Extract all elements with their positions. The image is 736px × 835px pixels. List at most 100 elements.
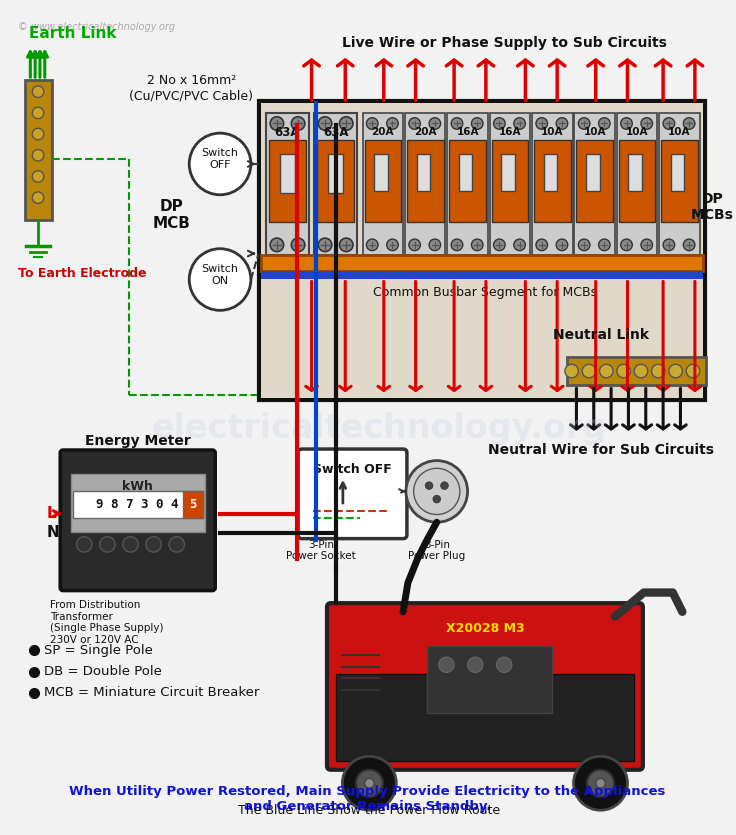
Bar [575, 113, 615, 256]
Bar [629, 154, 642, 191]
Circle shape [291, 117, 305, 130]
Circle shape [367, 239, 378, 250]
Circle shape [573, 757, 628, 810]
Circle shape [386, 118, 398, 129]
Text: The Blue Line Show the Power Flow Route: The Blue Line Show the Power Flow Route [234, 804, 500, 817]
Circle shape [494, 118, 505, 129]
Text: 5: 5 [189, 498, 197, 511]
Bar [489, 113, 530, 256]
Bar [280, 154, 295, 193]
Circle shape [318, 117, 332, 130]
Text: When Utility Power Restored, Main Supply Provide Electricity to the Appliances
a: When Utility Power Restored, Main Supply… [69, 785, 665, 813]
Circle shape [598, 239, 610, 250]
Bar [417, 154, 430, 191]
Bar [407, 140, 444, 222]
Circle shape [123, 537, 138, 552]
Circle shape [565, 364, 578, 377]
Circle shape [189, 133, 251, 195]
Text: Common Busbar Segment for MCBs: Common Busbar Segment for MCBs [373, 286, 597, 299]
Circle shape [497, 657, 512, 672]
Text: Neutral Wire for Sub Circuits: Neutral Wire for Sub Circuits [487, 443, 713, 458]
Circle shape [342, 757, 396, 810]
Bar [374, 154, 388, 191]
Circle shape [406, 461, 467, 522]
Text: electricaltechnology.org: electricaltechnology.org [152, 412, 606, 445]
Circle shape [146, 537, 161, 552]
Bar [576, 140, 613, 222]
Text: Energy Meter: Energy Meter [85, 434, 191, 448]
Bar [336, 675, 634, 761]
Circle shape [425, 482, 433, 489]
Text: 10A: 10A [584, 127, 606, 137]
Bar [73, 492, 202, 519]
Circle shape [494, 239, 505, 250]
Text: X20028 M3: X20028 M3 [445, 622, 524, 635]
Circle shape [669, 364, 682, 377]
Circle shape [270, 117, 283, 130]
Circle shape [595, 778, 605, 788]
Circle shape [620, 239, 632, 250]
Bar [314, 113, 357, 256]
Bar [617, 113, 657, 256]
Circle shape [472, 239, 483, 250]
Text: Live Wire or Phase Supply to Sub Circuits: Live Wire or Phase Supply to Sub Circuit… [342, 36, 667, 50]
Circle shape [364, 778, 374, 788]
Circle shape [339, 117, 353, 130]
Text: 3-Pin
Power Plug: 3-Pin Power Plug [408, 539, 465, 561]
Circle shape [641, 239, 653, 250]
Bar [532, 113, 573, 256]
Text: Switch OFF: Switch OFF [313, 463, 392, 475]
Text: Earth Link: Earth Link [29, 27, 117, 42]
Bar [258, 101, 704, 400]
Bar [317, 140, 354, 222]
Text: From Distribution
Transformer
(Single Phase Supply)
230V or 120V AC: From Distribution Transformer (Single Ph… [49, 600, 163, 645]
Circle shape [32, 107, 44, 119]
Text: Switch
ON: Switch ON [202, 264, 238, 286]
Circle shape [433, 495, 441, 503]
Circle shape [578, 118, 590, 129]
Text: 9 8 7 3 0 4: 9 8 7 3 0 4 [96, 498, 179, 511]
Circle shape [472, 118, 483, 129]
Circle shape [663, 118, 675, 129]
Circle shape [451, 118, 463, 129]
Circle shape [641, 118, 653, 129]
Circle shape [414, 468, 460, 514]
Text: 20A: 20A [372, 127, 394, 137]
Circle shape [600, 364, 613, 377]
Circle shape [598, 118, 610, 129]
FancyBboxPatch shape [327, 603, 643, 770]
Circle shape [318, 238, 332, 251]
Circle shape [32, 86, 44, 98]
Circle shape [587, 770, 614, 797]
Text: 10A: 10A [626, 127, 648, 137]
Circle shape [651, 364, 665, 377]
Text: 63A: 63A [323, 125, 348, 139]
Circle shape [189, 249, 251, 311]
Bar [261, 256, 703, 271]
Bar [492, 140, 528, 222]
Circle shape [291, 238, 305, 251]
Circle shape [270, 238, 283, 251]
Bar [328, 154, 344, 193]
Circle shape [451, 239, 463, 250]
Text: N: N [46, 525, 60, 540]
Circle shape [386, 239, 398, 250]
Circle shape [683, 239, 695, 250]
Text: MCB = Miniature Circuit Breaker: MCB = Miniature Circuit Breaker [44, 686, 259, 699]
Bar [427, 645, 552, 713]
Bar [261, 271, 703, 279]
Text: 2 No x 16mm²
(Cu/PVC/PVC Cable): 2 No x 16mm² (Cu/PVC/PVC Cable) [130, 74, 253, 103]
Text: L: L [46, 506, 57, 521]
Text: © www.electricaltechnology.org: © www.electricaltechnology.org [18, 23, 175, 33]
Bar [534, 140, 570, 222]
Circle shape [339, 238, 353, 251]
Circle shape [169, 537, 185, 552]
Circle shape [634, 364, 648, 377]
Text: 10A: 10A [541, 127, 564, 137]
Circle shape [663, 239, 675, 250]
Text: 3-Pin
Power Socket: 3-Pin Power Socket [286, 539, 356, 561]
Bar [659, 113, 700, 256]
Bar [661, 140, 698, 222]
Circle shape [408, 118, 420, 129]
Bar [459, 154, 473, 191]
